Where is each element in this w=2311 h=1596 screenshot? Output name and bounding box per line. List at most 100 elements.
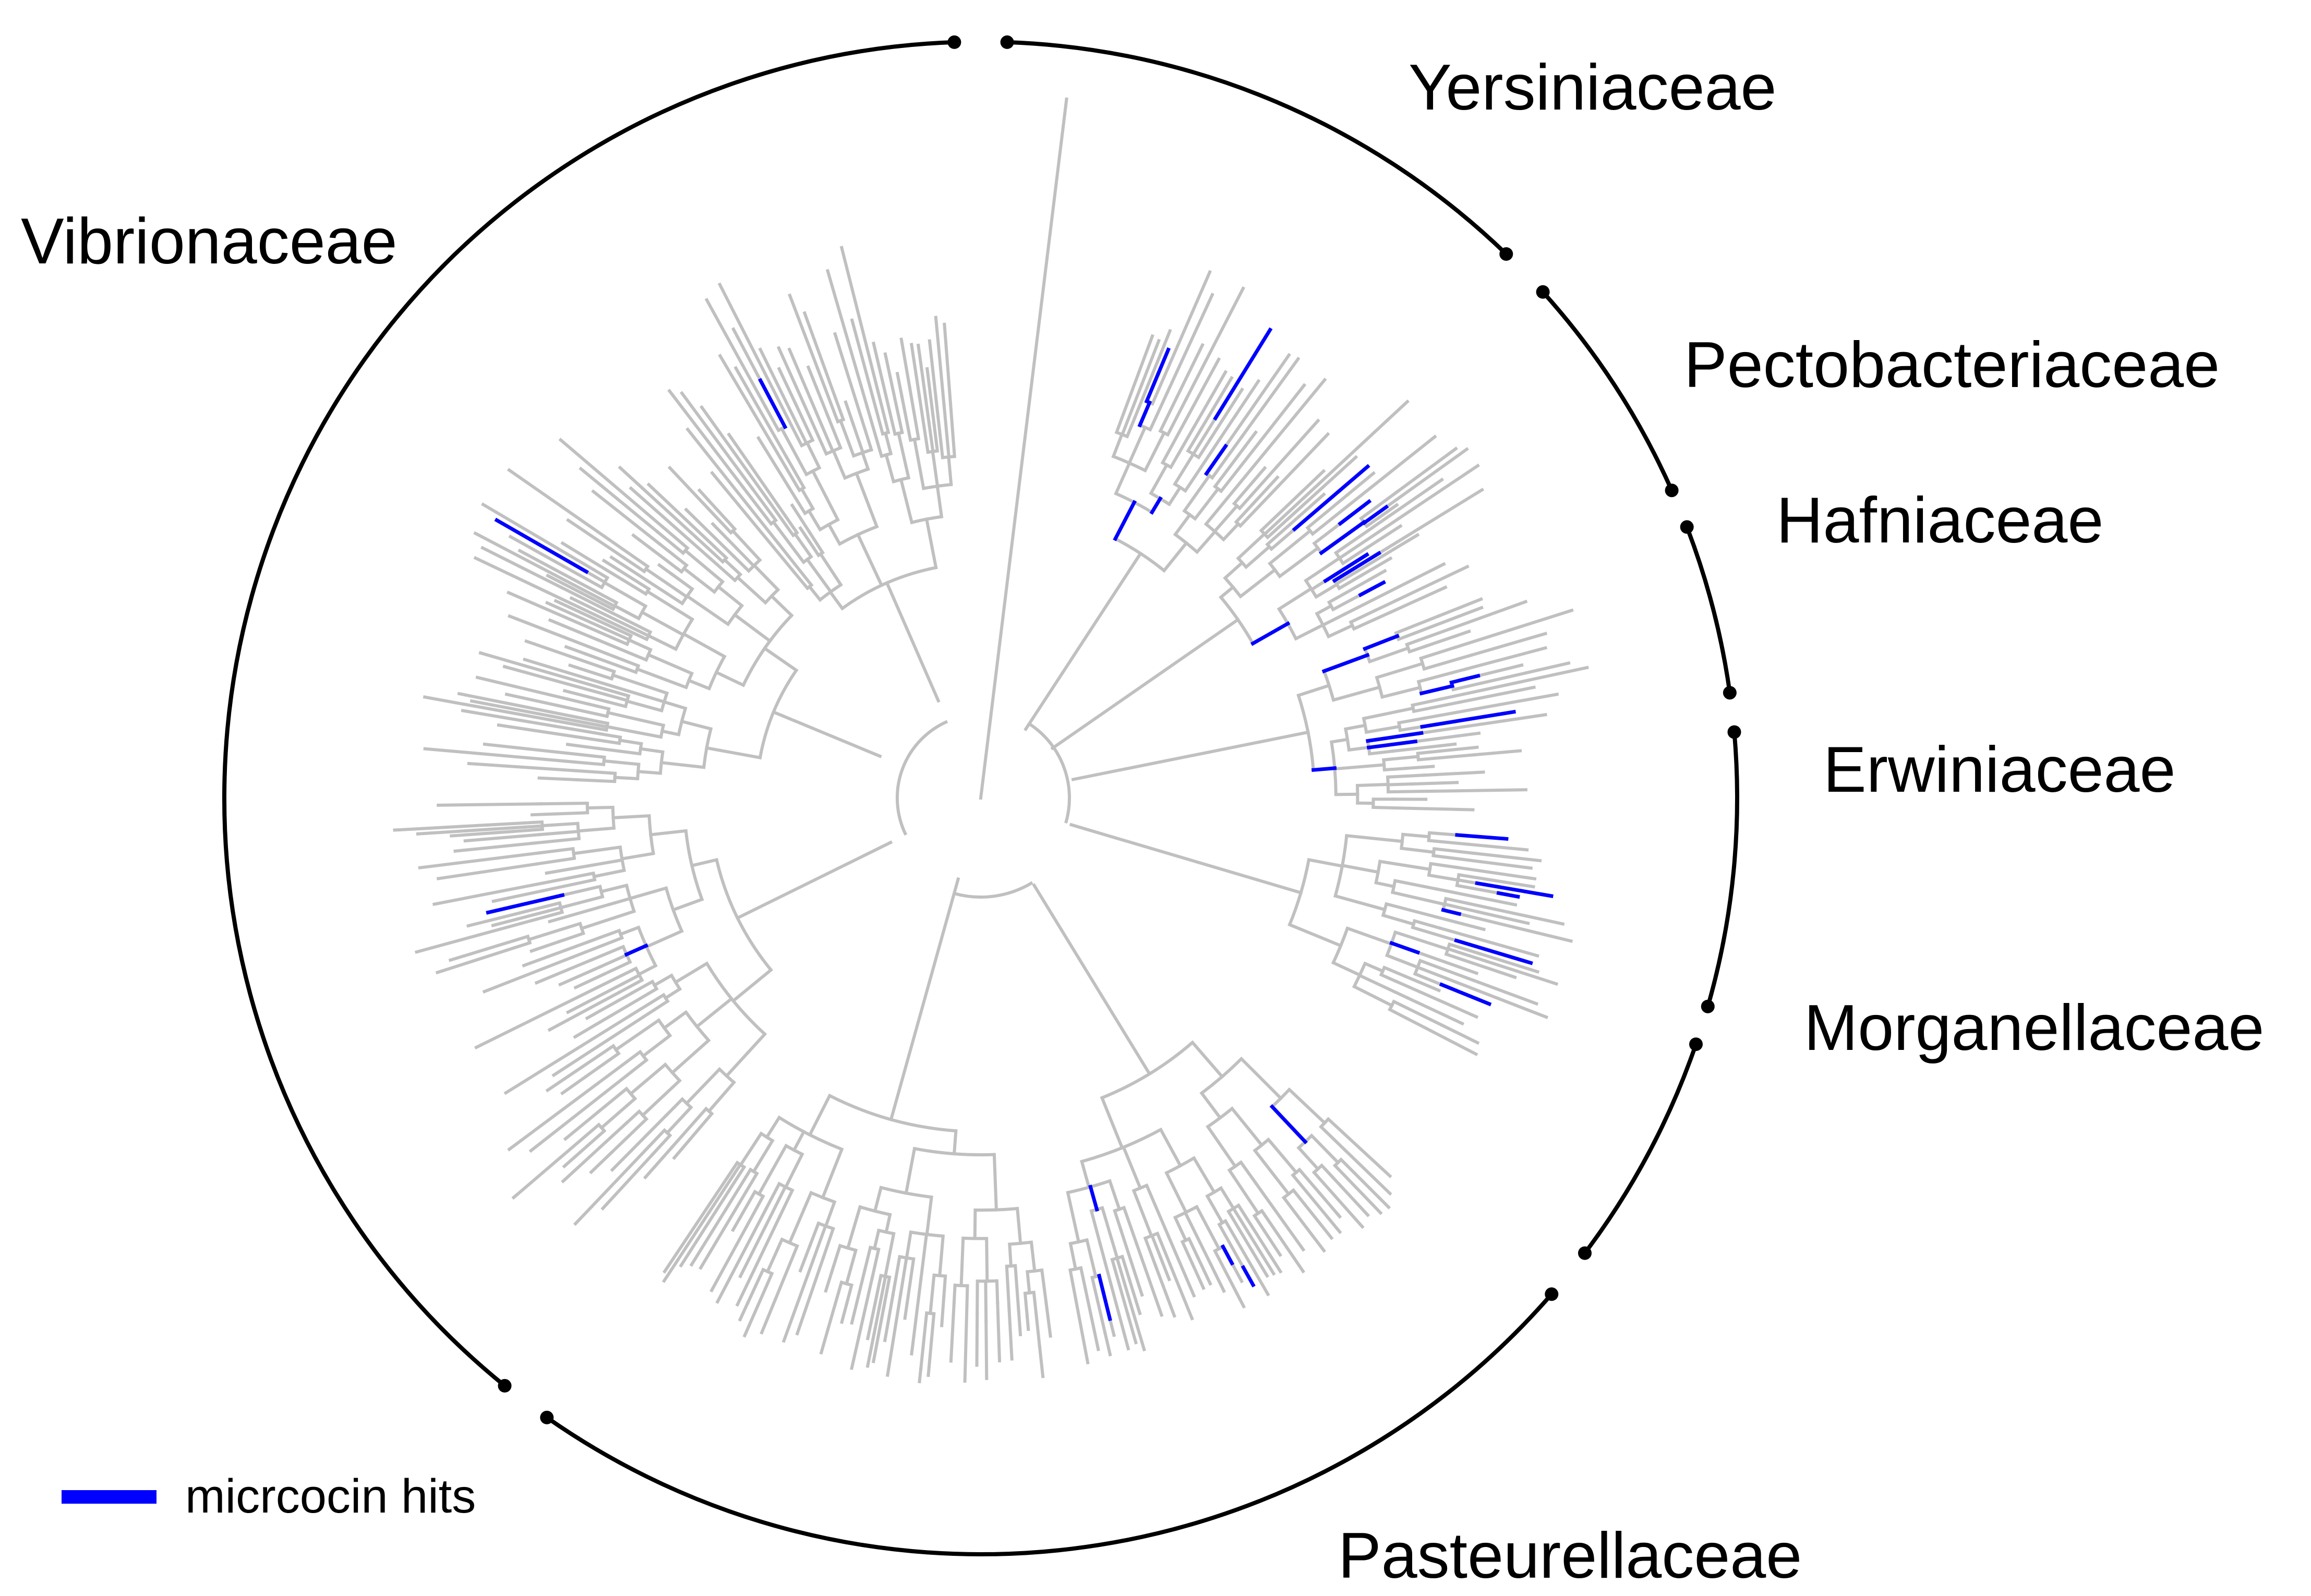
branch xyxy=(1307,857,1344,868)
branch xyxy=(764,1115,781,1140)
branch xyxy=(662,699,688,710)
hit-branch xyxy=(1332,550,1382,583)
leaf-branch xyxy=(643,1145,675,1180)
branch xyxy=(621,555,647,574)
leaf-branch xyxy=(760,1297,778,1335)
branch xyxy=(596,1086,629,1115)
branch xyxy=(620,973,642,986)
clade-arc-morganellaceae xyxy=(1583,1043,1698,1255)
leaf-branch xyxy=(508,614,608,656)
branch xyxy=(844,1283,854,1307)
branch xyxy=(565,871,596,880)
branch xyxy=(799,487,815,511)
branch xyxy=(1309,1133,1341,1165)
leaf-branch xyxy=(1422,770,1485,777)
branch xyxy=(628,1062,668,1096)
branch xyxy=(1362,706,1415,721)
branch xyxy=(687,678,712,691)
branch xyxy=(592,868,626,879)
branch xyxy=(1029,1240,1037,1273)
clade-arc-endpoint xyxy=(498,1379,512,1393)
branch xyxy=(660,524,690,550)
leaf-branch xyxy=(618,465,699,540)
leaf-branch xyxy=(975,1311,979,1367)
leaf-branch xyxy=(561,1121,629,1183)
hit-branch xyxy=(1366,731,1424,743)
branch-connector xyxy=(954,881,1033,899)
branch xyxy=(662,1010,689,1031)
branch xyxy=(818,551,843,587)
hit-leaf-branch xyxy=(1338,499,1372,526)
branch xyxy=(1418,958,1476,983)
branch xyxy=(1401,832,1431,839)
branch xyxy=(908,386,921,441)
leaf-branch xyxy=(1413,606,1484,635)
branch xyxy=(792,531,813,559)
branch xyxy=(625,699,664,713)
branch xyxy=(531,837,581,845)
branch xyxy=(751,1138,775,1174)
branch xyxy=(1005,1264,1011,1312)
branch xyxy=(726,1165,747,1194)
leaf-branch xyxy=(1126,1292,1146,1352)
branch xyxy=(1386,782,1414,787)
leaf-branch xyxy=(1195,1254,1212,1286)
branch xyxy=(1155,1231,1172,1266)
branch xyxy=(1378,860,1432,872)
branch xyxy=(718,519,733,535)
leaf-branch xyxy=(926,1338,933,1377)
outgroup-branch xyxy=(979,97,1068,800)
branch xyxy=(821,1226,836,1260)
branch xyxy=(919,1232,929,1281)
branch xyxy=(603,612,651,638)
leaf-branch xyxy=(1458,685,1536,704)
branch xyxy=(604,651,641,668)
branch xyxy=(762,1184,788,1231)
hit-branch xyxy=(1097,1273,1112,1322)
branch xyxy=(1357,973,1411,1000)
branch xyxy=(924,517,938,570)
branch xyxy=(600,858,624,866)
branch xyxy=(873,1186,883,1213)
leaf-branch xyxy=(1184,286,1246,402)
leaf-branch xyxy=(1455,865,1537,881)
branch xyxy=(1364,513,1384,528)
leaf-branch xyxy=(610,1113,669,1172)
branch xyxy=(553,811,589,816)
branch xyxy=(585,717,610,726)
leaf-branch xyxy=(1309,1232,1327,1253)
leaf-branch xyxy=(481,502,570,557)
branch xyxy=(734,546,756,569)
branch xyxy=(1100,1095,1125,1150)
leaf-branch xyxy=(680,391,755,491)
leaf-branch xyxy=(1429,1029,1478,1057)
clade-stem xyxy=(1032,883,1152,1077)
branch xyxy=(932,424,940,453)
branch-connector xyxy=(895,720,948,836)
leaf-branch xyxy=(503,1013,633,1095)
branch xyxy=(557,931,586,944)
branch xyxy=(540,878,597,893)
leaf-branch xyxy=(850,318,875,398)
leaf-branch xyxy=(393,823,489,832)
branch xyxy=(905,1230,913,1260)
leaf-branch xyxy=(733,366,789,460)
hit-leaf-branch xyxy=(486,893,565,915)
branch xyxy=(580,909,636,930)
branch xyxy=(670,572,695,591)
leaf-branch xyxy=(657,563,675,577)
branch xyxy=(640,610,685,637)
branch xyxy=(598,928,621,940)
branch xyxy=(608,986,659,1018)
branch xyxy=(1394,614,1441,635)
branch xyxy=(775,451,802,493)
branch xyxy=(1332,1163,1374,1206)
branch xyxy=(1149,463,1169,495)
branch xyxy=(572,769,617,775)
branch xyxy=(1427,831,1459,837)
leaf-branch xyxy=(478,651,607,691)
leaf-branch xyxy=(1118,1227,1144,1297)
branch xyxy=(1159,1127,1183,1168)
leaf-branch xyxy=(996,1301,1002,1363)
branch xyxy=(881,1275,892,1312)
